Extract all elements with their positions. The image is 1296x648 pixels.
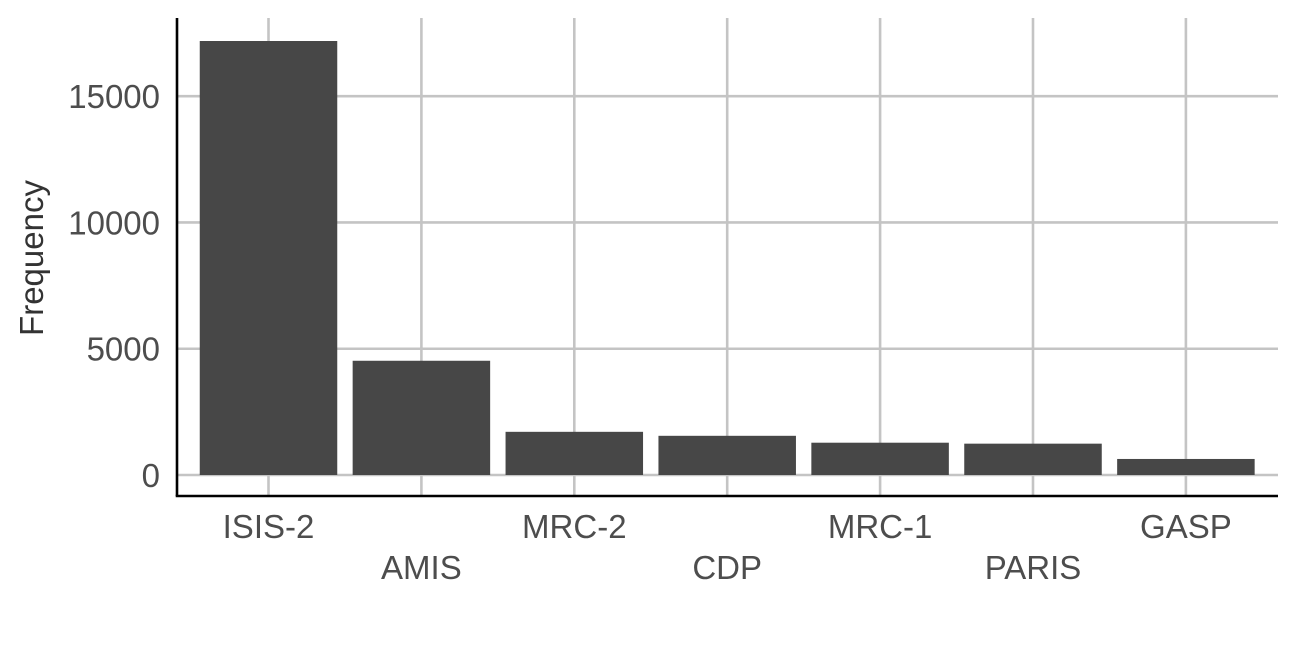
x-tick-label: MRC-1	[828, 508, 933, 545]
y-tick-label: 5000	[87, 331, 160, 368]
bars	[199, 41, 1255, 475]
x-tick-label: ISIS-2	[223, 508, 315, 545]
y-tick-labels: 0 5000 10000 15000	[68, 78, 160, 494]
x-tick-label: AMIS	[381, 549, 462, 586]
bar	[199, 41, 338, 475]
x-tick-labels: ISIS-2 AMIS MRC-2 CDP MRC-1 PARIS GASP	[223, 508, 1232, 586]
y-tick-label: 15000	[68, 78, 160, 115]
bar	[811, 442, 949, 475]
x-tick-label: PARIS	[985, 549, 1082, 586]
x-tick-label: MRC-2	[522, 508, 627, 545]
bar	[1117, 458, 1255, 475]
y-tick-label: 0	[142, 457, 160, 494]
x-tick-label: CDP	[692, 549, 762, 586]
axes	[175, 18, 1278, 498]
grid-lines	[177, 18, 1278, 496]
y-tick-label: 10000	[68, 204, 160, 241]
bar	[658, 435, 796, 475]
y-axis-title: Frequency	[13, 180, 50, 336]
bar	[505, 431, 644, 475]
x-tick-label: GASP	[1140, 508, 1232, 545]
bar	[352, 360, 491, 475]
bar	[964, 443, 1102, 475]
